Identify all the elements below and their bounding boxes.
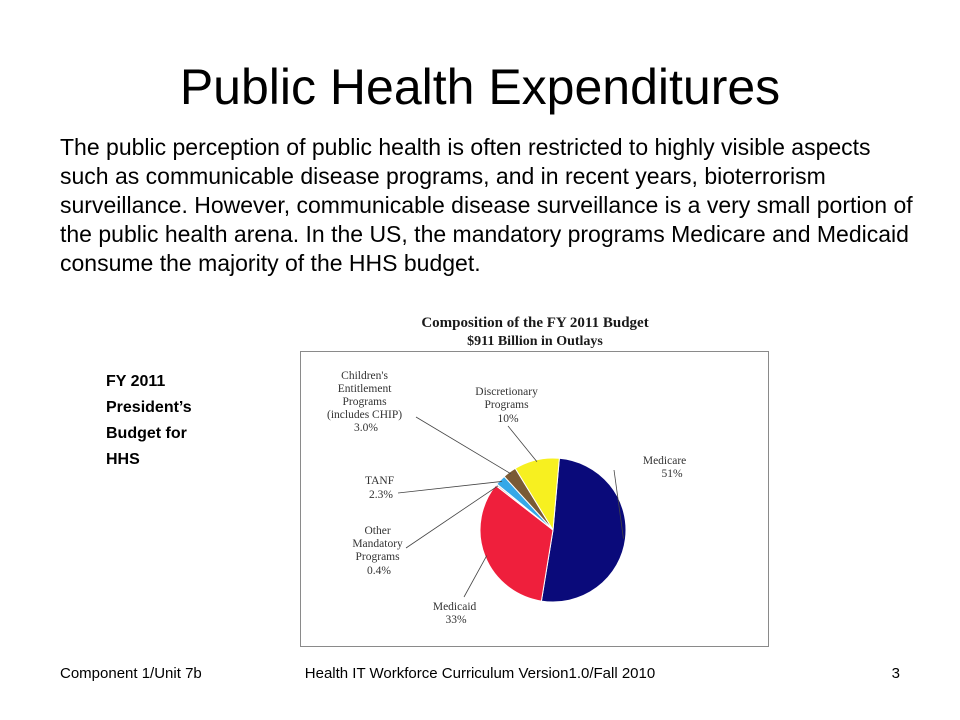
slice-label-other-mandatory: Other Mandatory Programs 0.4% [352,525,405,577]
leader-line-children-s-entitlement-programs-includes-chip [415,416,511,475]
leader-line-medicaid [463,555,488,598]
chart-subtitle: $911 Billion in Outlays [467,334,603,349]
slice-label-childrens: Children's Entitlement Programs (include… [327,370,405,434]
leader-lines [397,416,624,598]
footer-left: Component 1/Unit 7b [60,665,202,682]
chart-heading: Composition of the FY 2011 Budget $911 B… [300,313,770,351]
chart-title: Composition of the FY 2011 Budget [421,315,649,331]
leader-line-medicare [613,469,624,539]
side-label: FY 2011 President’s Budget for HHS [106,369,256,473]
footer-page-number: 3 [891,665,900,682]
pie-slice-medicare [540,457,627,603]
side-label-line-3: Budget for [106,425,187,442]
leader-line-other-mandatory-programs [405,485,499,549]
slide-body-text: The public perception of public health i… [60,134,913,276]
slice-label-tanf: TANF 2.3% [365,475,397,501]
leader-line-discretionary-programs [507,425,538,463]
chart-frame: Children's Entitlement Programs (include… [300,351,769,647]
footer-center: Health IT Workforce Curriculum Version1.… [304,665,656,682]
side-label-line-1: FY 2011 [106,373,166,390]
slice-label-medicaid: Medicaid 33% [433,601,479,626]
side-label-line-4: HHS [106,451,140,468]
slice-label-medicare: Medicare 51% [643,455,689,480]
pie-slice-discretionary-programs [514,457,560,532]
slide-title: Public Health Expenditures [179,59,781,115]
pie-slice-medicaid [479,484,554,602]
pie-slices [479,457,627,603]
side-label-line-2: President’s [106,399,192,416]
leader-line-tanf [397,481,502,494]
pie-chart: Children's Entitlement Programs (include… [327,370,689,626]
slice-label-discretionary: Discretionary Programs 10% [475,386,540,425]
